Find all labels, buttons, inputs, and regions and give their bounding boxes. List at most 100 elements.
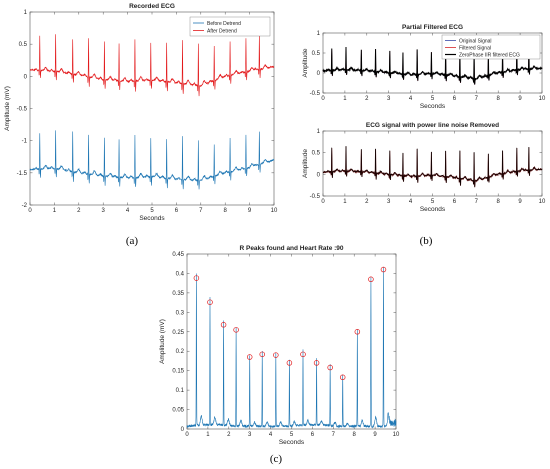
x-tick-label: 3 [387,96,391,102]
x-tick-label: 7 [475,199,479,205]
x-tick-label: 2 [77,208,81,214]
series-line-r-signal [186,267,397,429]
y-tick-label: -1 [22,139,28,145]
y-tick-label: -0.5 [310,194,321,200]
y-tick-label: 0.35 [172,291,184,297]
x-tick-label: 0 [28,208,32,214]
x-axis-label: Seconds [420,103,446,110]
r-peak-marker [327,364,333,371]
x-tick-label: 10 [393,432,400,438]
legend-box [441,34,541,60]
y-tick-label: 0.4 [176,271,185,277]
x-tick-label: 0 [321,96,325,102]
r-peak-marker [354,329,361,335]
panel-label-c: (c) [270,453,283,465]
x-tick-label: 4 [409,96,413,102]
r-peak-marker [220,322,227,328]
y-tick-label: 0.15 [172,369,184,375]
series-line [322,46,543,85]
y-tick-label: 0.1 [176,388,185,394]
r-peak-marker [300,351,306,358]
y-tick-label: 0.5 [312,151,321,157]
y-tick-label: 0.5 [19,42,28,48]
x-tick-label: 9 [518,96,522,102]
x-tick-label: 3 [387,199,391,205]
legend-entry: ZeroPhase IIR filtered ECG [459,52,520,58]
x-tick-label: 8 [497,199,501,205]
r-peak-marker [207,299,213,305]
y-axis-label: Amplitude [302,149,309,178]
legend-entry: Filtered Signal [459,45,491,51]
r-peak-marker [233,327,239,333]
y-tick-label: 0.5 [312,51,321,57]
x-tick-label: 6 [453,96,457,102]
plot-frame [322,130,543,197]
y-tick-label: 0.45 [172,252,184,258]
y-tick-label: 0 [181,427,185,433]
x-tick-label: 3 [248,432,252,438]
x-tick-label: 4 [269,432,273,438]
r-peak-marker [313,360,320,366]
x-tick-label: 1 [343,199,347,205]
y-tick-label: 0 [317,71,321,77]
x-tick-label: 7 [199,208,203,214]
y-tick-label: -2 [22,203,28,209]
y-tick-label: -0.5 [17,107,28,113]
legend-entry: After Detrend [207,28,237,34]
x-tick-label: 9 [518,199,522,205]
chart-title: ECG signal with power line noise Removed [366,122,499,129]
panel-label-b: (b) [420,235,433,247]
series-line [322,146,543,188]
y-axis-label: Amplitude [302,48,309,77]
x-tick-label: 2 [365,96,369,102]
y-tick-label: 1 [317,31,321,37]
y-tick-label: 1 [317,129,321,135]
x-tick-label: 7 [475,96,479,102]
chart-title: Partial Filtered ECG [402,24,463,31]
y-tick-label: 0.3 [176,310,185,316]
x-tick-label: 6 [175,208,179,214]
x-tick-label: 10 [539,96,546,102]
x-axis-label: Seconds [139,215,165,222]
x-axis-label: Seconds [279,439,305,446]
x-tick-label: 1 [206,432,210,438]
plot-frame [29,11,275,206]
y-tick-label: -0.5 [310,91,321,97]
x-tick-label: 5 [431,96,435,102]
y-tick-label: 0.2 [176,349,185,355]
x-tick-label: 10 [271,208,278,214]
x-tick-label: 6 [311,432,315,438]
chart-r-peaks: 0 1 2 3 4 5 6 7 8 9 10 0 0.05 0.1 0.15 0.2 0.25 0.3 0.35 0.… [159,245,400,446]
x-tick-label: 5 [431,199,435,205]
series-line-before-detrend [29,130,275,190]
x-tick-label: 4 [126,208,130,214]
y-tick-label: 0.05 [172,408,184,414]
y-tick-label: 0 [24,74,28,80]
x-tick-label: 1 [343,96,347,102]
x-tick-label: 2 [227,432,231,438]
chart-recorded-ecg: 0 1 2 3 4 5 6 7 8 9 10 -2 -1.5 -1 -0.5 0 0.5 1 Recorded EC… [4,3,278,222]
r-peak-marker [380,266,387,273]
x-tick-label: 7 [332,432,336,438]
x-tick-label: 9 [248,208,252,214]
legend-entry: Original Signal [459,38,492,44]
panel-label-a: (a) [126,235,139,247]
y-tick-label: 0 [317,172,321,178]
y-tick-label: 1 [24,10,28,16]
x-tick-label: 1 [53,208,57,214]
legend-entry: Before Detrend [207,21,241,27]
chart-title: Recorded ECG [129,3,175,10]
x-tick-label: 8 [224,208,228,214]
x-tick-label: 10 [539,199,546,205]
r-peak-marker [339,374,346,381]
r-peak-marker [193,275,200,281]
chart-title: R Peaks found and Heart Rate :90 [239,245,343,252]
x-tick-label: 2 [365,199,369,205]
x-tick-label: 0 [321,199,325,205]
legend-box [189,16,271,37]
